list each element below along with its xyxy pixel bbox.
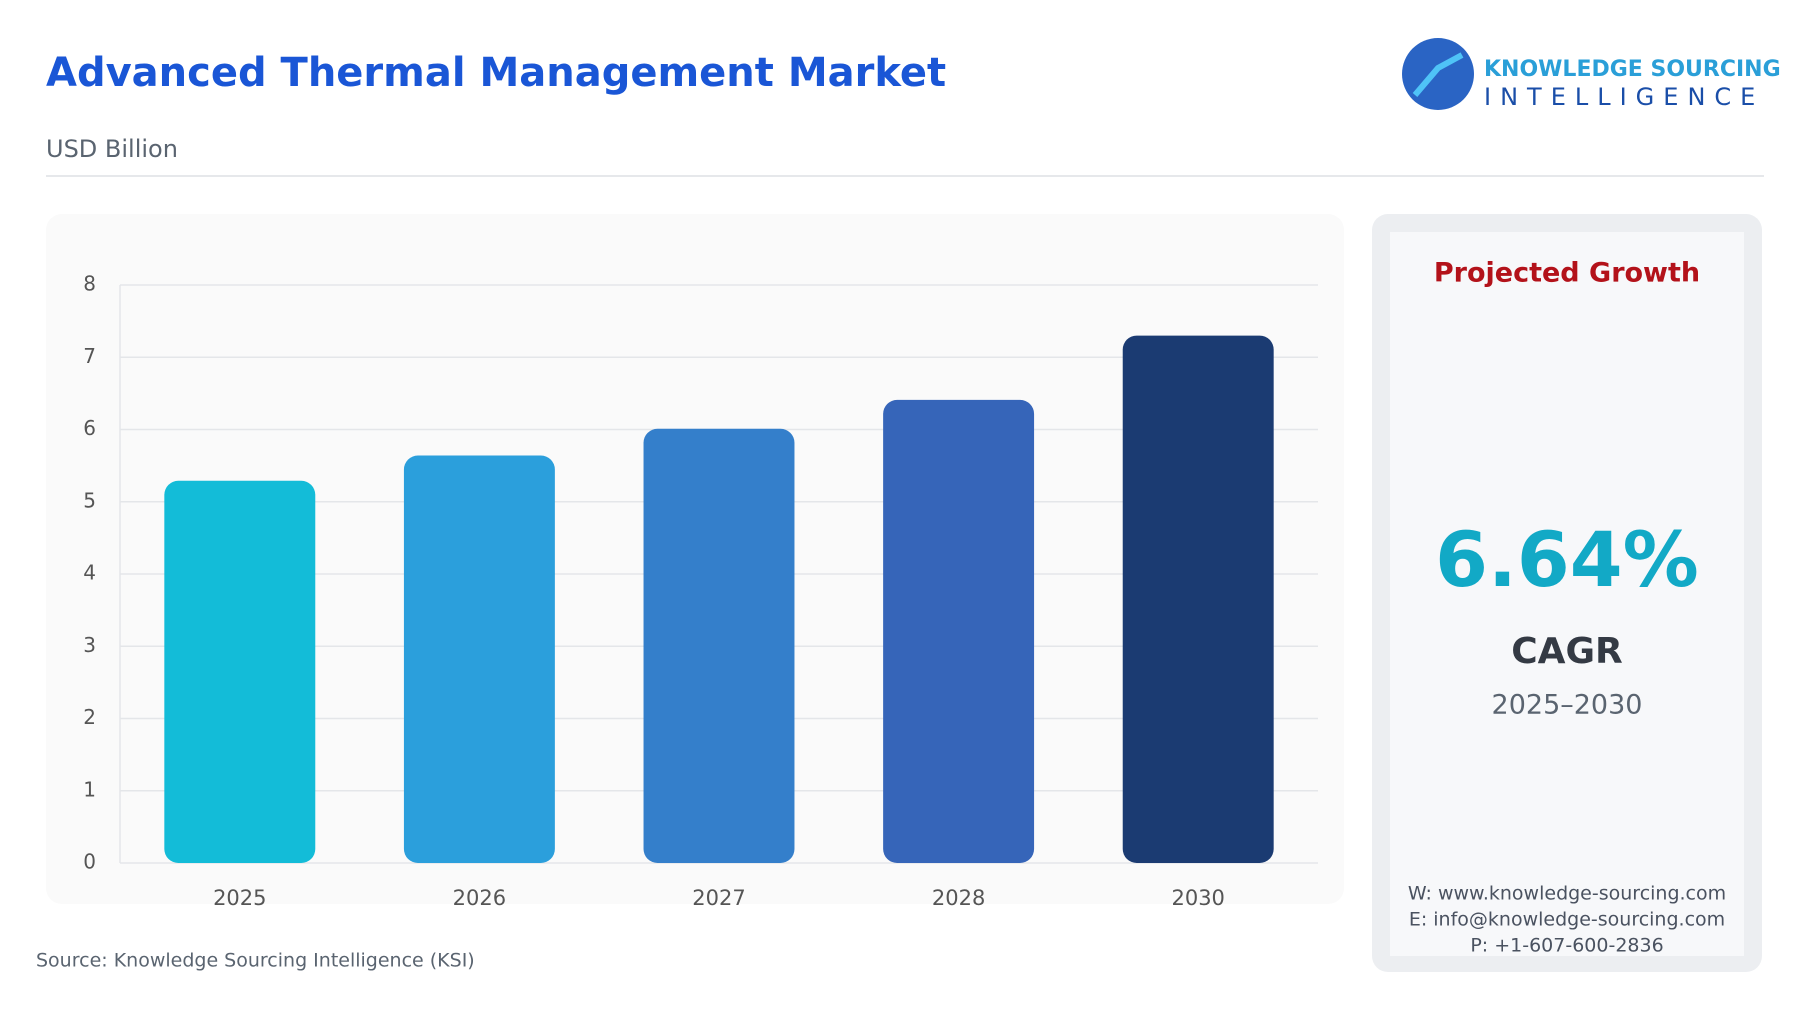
plot: 0 1 2 3 4 5 6 7 8 2025 2026 2027 2028 2030 bbox=[83, 272, 1318, 910]
bar bbox=[403, 455, 555, 863]
x-tick-label: 2025 bbox=[213, 886, 266, 910]
logo-arrow bbox=[1412, 52, 1464, 97]
y-tick-label: 6 bbox=[83, 416, 96, 440]
y-tick-label: 5 bbox=[83, 488, 96, 512]
panel-heading: Projected Growth bbox=[1434, 258, 1700, 289]
x-tick-label: 2030 bbox=[1171, 886, 1224, 910]
y-tick-label: 0 bbox=[83, 850, 96, 874]
y-tick-label: 1 bbox=[83, 777, 96, 801]
cagr-value: 6.64% bbox=[1435, 515, 1699, 604]
x-tick-label: 2028 bbox=[932, 886, 985, 910]
contact-email: E: info@knowledge-sourcing.com bbox=[1409, 909, 1725, 931]
contact-website: W: www.knowledge-sourcing.com bbox=[1408, 883, 1726, 905]
y-tick-label: 3 bbox=[83, 633, 96, 657]
y-tick-label: 2 bbox=[83, 705, 96, 729]
title: Advanced Thermal Management Market bbox=[46, 50, 946, 96]
logo-text: INTELLIGENCE bbox=[1484, 83, 1764, 111]
contact-phone: P: +1-607-600-2836 bbox=[1470, 935, 1663, 957]
bar bbox=[883, 399, 1035, 863]
cagr-period: 2025–2030 bbox=[1492, 690, 1643, 721]
bar bbox=[164, 480, 316, 863]
logo-text: KNOWLEDGE SOURCING bbox=[1484, 57, 1781, 82]
bar bbox=[1122, 335, 1274, 863]
logo-icon bbox=[1402, 38, 1474, 110]
cagr-label: CAGR bbox=[1511, 631, 1623, 672]
y-tick-label: 8 bbox=[83, 272, 96, 296]
y-tick-label: 4 bbox=[83, 561, 96, 585]
panel bbox=[1390, 232, 1744, 956]
bar bbox=[643, 428, 795, 863]
x-tick-label: 2027 bbox=[692, 886, 745, 910]
x-tick-label: 2026 bbox=[453, 886, 506, 910]
source: Source: Knowledge Sourcing Intelligence … bbox=[36, 950, 475, 972]
logo: KNOWLEDGE SOURCING INTELLIGENCE bbox=[1402, 38, 1781, 111]
subtitle: USD Billion bbox=[46, 135, 178, 163]
y-tick-label: 7 bbox=[83, 344, 96, 368]
